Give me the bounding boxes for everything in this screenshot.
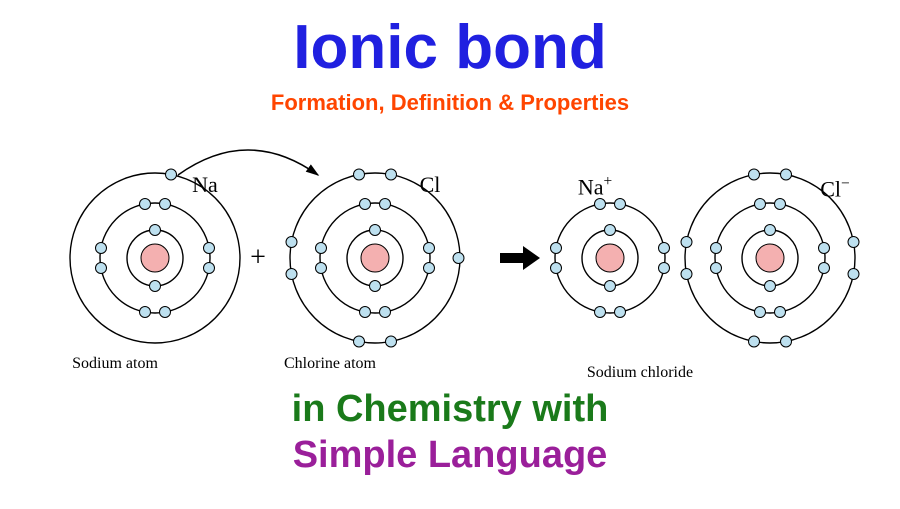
label-chlorine_atom: Chlorine atom	[284, 355, 376, 373]
label-sodium_chloride: Sodium chloride	[587, 364, 693, 382]
atom-na-ion	[551, 199, 670, 318]
label-cl_minus: Cl−	[820, 175, 849, 202]
plus-symbol: +	[250, 242, 266, 273]
label-sodium_atom: Sodium atom	[72, 355, 158, 373]
label-cl: Cl	[420, 172, 441, 198]
bond-diagram: +	[0, 0, 900, 509]
label-na: Na	[192, 172, 218, 198]
label-na_plus: Na+	[578, 173, 612, 200]
